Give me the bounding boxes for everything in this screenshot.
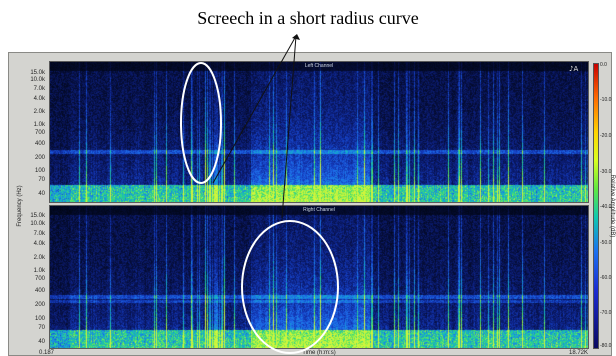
y-tick: 15.0k — [30, 70, 45, 76]
arrow-head-left — [292, 34, 300, 40]
y-tick: 200 — [34, 302, 45, 308]
spectrogram-left-canvas — [50, 62, 588, 202]
y-tick: 10.0k — [30, 77, 45, 83]
x-tick-end: 18.72K — [569, 350, 589, 356]
amplitude-colorbar — [593, 63, 599, 349]
y-tick: 70 — [38, 325, 45, 331]
y-tick: 400 — [34, 141, 45, 147]
panel-title-left: Left Channel — [304, 63, 334, 69]
colorbar-tick: -40.0 — [600, 204, 612, 210]
y-tick: 1.0k — [33, 122, 45, 128]
colorbar-tick: -70.0 — [600, 310, 612, 316]
y-tick: 15.0k — [30, 213, 45, 219]
y-ticks-top: 15.0k 10.0k 7.0k 4.0k 2.0k 1.0k 700 400 … — [9, 63, 49, 203]
speaker-icon[interactable]: ♪ — [569, 65, 574, 73]
y-tick: 700 — [34, 130, 45, 136]
spectrogram-left-channel[interactable]: Left Channel — [49, 61, 589, 203]
colorbar-tick: -50.0 — [600, 240, 612, 246]
spectrogram-right-canvas — [50, 206, 588, 348]
colorbar-tick: -20.0 — [600, 133, 612, 139]
toolbar-icons: ♪A — [569, 65, 587, 73]
y-ticks-bottom: 15.0k 10.0k 7.0k 4.0k 2.0k 1.0k 700 400 … — [9, 205, 49, 349]
colorbar-tick: -80.0 — [600, 343, 612, 349]
y-tick: 7.0k — [33, 231, 45, 237]
y-tick: 7.0k — [33, 86, 45, 92]
y-tick: 40 — [38, 191, 45, 197]
y-tick: 400 — [34, 288, 45, 294]
text-tool-icon[interactable]: A — [573, 65, 579, 73]
y-tick: 100 — [34, 316, 45, 322]
colorbar-tick: -30.0 — [600, 169, 612, 175]
y-tick: 4.0k — [33, 241, 45, 247]
y-tick: 70 — [38, 177, 45, 183]
colorbar-tick: -10.0 — [600, 97, 612, 103]
y-tick: 10.0k — [30, 221, 45, 227]
y-tick: 2.0k — [33, 109, 45, 115]
y-tick: 100 — [34, 168, 45, 174]
spectrogram-window: Frequency (Hz) 15.0k 10.0k 7.0k 4.0k 2.0… — [8, 52, 615, 356]
panel-title-right: Right Channel — [303, 207, 335, 213]
y-tick: 4.0k — [33, 96, 45, 102]
y-tick: 200 — [34, 155, 45, 161]
y-tick: 2.0k — [33, 255, 45, 261]
y-tick: 40 — [38, 339, 45, 345]
colorbar-title: Relative Amplitude (dB) — [609, 174, 615, 238]
spectrogram-right-channel[interactable]: Right Channel — [49, 205, 589, 349]
x-tick-start: 0.187 — [39, 350, 55, 356]
figure-caption: Screech in a short radius curve — [197, 8, 419, 28]
colorbar-tick: -60.0 — [600, 275, 612, 281]
x-axis-title: Time (h:m:s) — [302, 350, 336, 356]
colorbar-tick: 0.0 — [600, 62, 607, 68]
y-tick: 700 — [34, 276, 45, 282]
y-tick: 1.0k — [33, 268, 45, 274]
